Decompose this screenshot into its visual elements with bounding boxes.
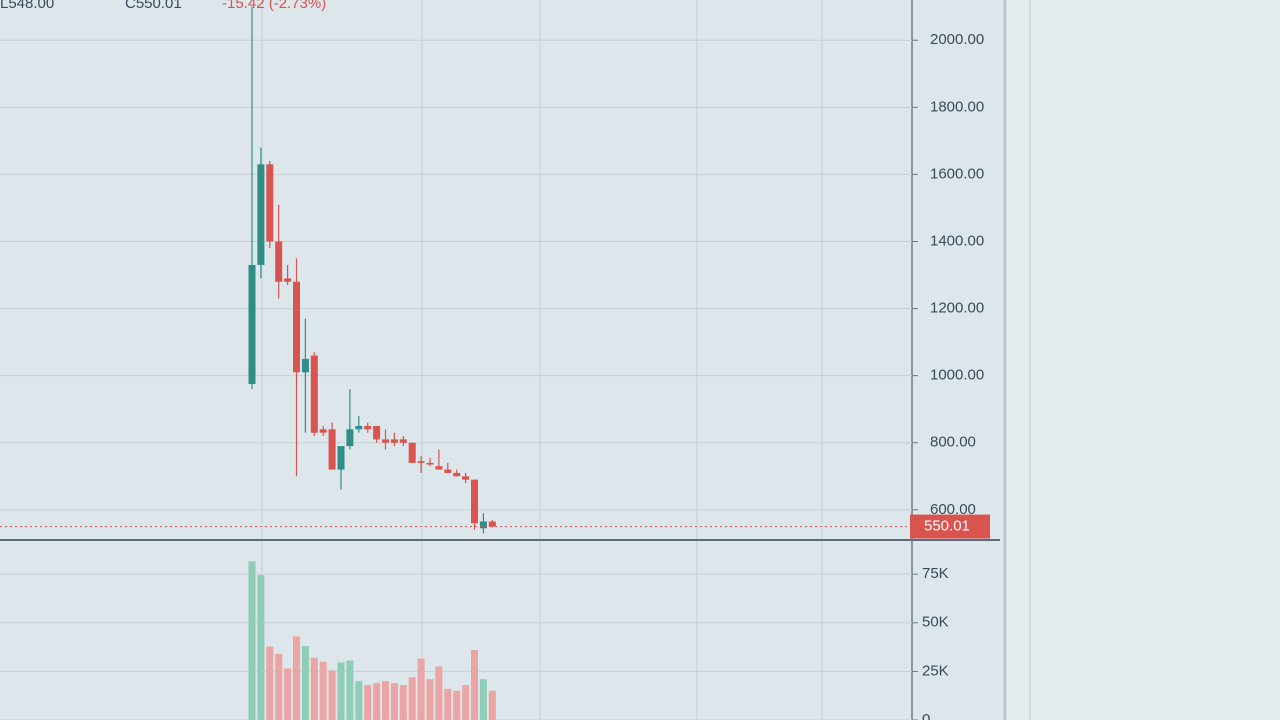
candle-body [337,446,345,470]
header-close: C550.01 [125,0,182,12]
volume-bar [257,575,265,720]
volume-bar [426,679,434,720]
candle-body [346,429,354,447]
volume-bar [284,668,292,720]
volume-bar [337,662,345,720]
volume-bar [462,685,470,720]
volume-bar [373,683,381,720]
volume-bar [417,658,425,720]
y-tick-label: 75K [922,565,949,582]
y-tick-label: 1200.00 [930,300,984,317]
volume-bar [364,685,372,720]
candle-body [390,439,398,443]
candle-body [426,462,434,465]
volume-bar [453,690,461,720]
candle-body [310,355,318,433]
candle-body [479,521,487,529]
candle-body [248,264,256,385]
candle-body [319,429,327,433]
y-tick-label: 2000.00 [930,31,984,48]
candle-body [435,466,443,470]
candle-body [488,521,496,527]
candle-body [293,281,300,373]
y-tick-label: 0 [922,711,930,720]
volume-bar [444,688,452,720]
volume-bar [408,677,416,720]
y-tick-label: 1400.00 [930,232,984,249]
candle-body [364,425,372,430]
volume-bar [435,666,443,720]
volume-bar [310,657,318,720]
candle-body [399,439,407,443]
volume-bar [328,670,336,720]
candle-body [266,164,274,242]
y-tick-label: 1000.00 [930,367,984,384]
volume-bar [301,646,309,720]
candle-body [328,429,336,470]
volume-bar [275,653,283,720]
volume-bar [399,685,407,720]
candle-body [355,425,363,430]
side-panel [1005,0,1280,720]
volume-bar [471,650,478,720]
volume-bar [390,683,398,720]
header-change: -15.42 (-2.73%) [222,0,326,12]
candle-body [301,358,309,373]
candle-body [453,472,461,477]
volume-bar [319,661,327,720]
volume-bar [382,681,389,720]
candle-body [462,476,470,480]
y-tick-label: 1800.00 [930,98,984,115]
candle-body [257,164,265,265]
volume-bar [346,660,354,720]
y-tick-label: 800.00 [930,434,976,451]
header-low: L548.00 [0,0,54,12]
y-tick-label: 1600.00 [930,165,984,182]
candle-body [471,479,478,524]
time-grid [261,0,823,720]
volume-bar [266,646,274,720]
y-tick-label: 600.00 [930,501,976,518]
y-tick-label: 25K [922,662,949,679]
candle-body [444,469,452,473]
volume-bar [488,690,496,720]
volume-bar [479,679,487,720]
candle-body [373,425,381,440]
volume-bar [293,636,300,720]
candle-body [284,278,292,282]
last-price-box [910,514,990,539]
y-tick-label: 50K [922,614,949,631]
last-price-label: 550.01 [924,518,970,535]
candle-body [408,442,416,463]
volume-bar [248,561,256,720]
candle-body [417,461,425,463]
candle-body [275,241,283,282]
volume-bar [355,681,363,720]
candle-body [382,439,389,443]
